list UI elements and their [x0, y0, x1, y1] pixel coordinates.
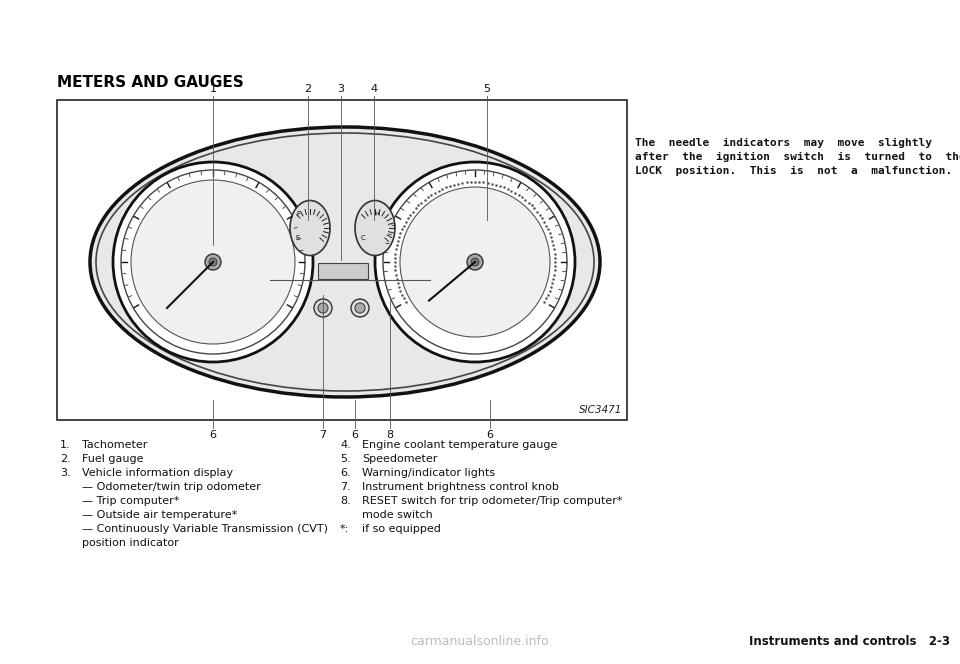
Circle shape — [131, 180, 295, 344]
Text: 8.: 8. — [340, 496, 350, 506]
Text: 4: 4 — [371, 84, 377, 94]
Circle shape — [205, 254, 221, 270]
Text: mode switch: mode switch — [362, 510, 433, 520]
Text: LOCK  position.  This  is  not  a  malfunction.: LOCK position. This is not a malfunction… — [635, 166, 952, 176]
Circle shape — [121, 170, 305, 354]
Text: 1.: 1. — [60, 440, 71, 450]
Text: — Continuously Variable Transmission (CVT): — Continuously Variable Transmission (CV… — [82, 524, 328, 534]
Text: F: F — [296, 211, 300, 217]
Ellipse shape — [355, 201, 395, 256]
Text: Warning/indicator lights: Warning/indicator lights — [362, 468, 495, 478]
Text: 6.: 6. — [340, 468, 350, 478]
Circle shape — [375, 162, 575, 362]
Text: The  needle  indicators  may  move  slightly: The needle indicators may move slightly — [635, 138, 932, 148]
Text: 7: 7 — [320, 430, 326, 440]
Text: carmanualsonline.info: carmanualsonline.info — [411, 635, 549, 648]
Text: *:: *: — [340, 524, 349, 534]
Text: after  the  ignition  switch  is  turned  to  the: after the ignition switch is turned to t… — [635, 152, 960, 162]
Text: 6: 6 — [487, 430, 493, 440]
Circle shape — [113, 162, 313, 362]
Text: 3.: 3. — [60, 468, 71, 478]
Circle shape — [400, 187, 550, 337]
Text: METERS AND GAUGES: METERS AND GAUGES — [57, 75, 244, 90]
Text: SIC3471: SIC3471 — [579, 405, 622, 415]
Text: 6: 6 — [351, 430, 358, 440]
Text: 3: 3 — [338, 84, 345, 94]
Ellipse shape — [96, 133, 594, 391]
Text: 5.: 5. — [340, 454, 350, 464]
Text: — Outside air temperature*: — Outside air temperature* — [82, 510, 237, 520]
Text: 5: 5 — [484, 84, 491, 94]
Ellipse shape — [90, 127, 600, 397]
Text: position indicator: position indicator — [82, 538, 179, 548]
Text: H: H — [374, 211, 379, 217]
Text: 2: 2 — [304, 84, 312, 94]
Text: Instruments and controls   2-3: Instruments and controls 2-3 — [749, 635, 950, 648]
Circle shape — [351, 299, 369, 317]
Text: — Trip computer*: — Trip computer* — [82, 496, 180, 506]
Text: Instrument brightness control knob: Instrument brightness control knob — [362, 482, 559, 492]
Text: 4.: 4. — [340, 440, 350, 450]
Circle shape — [383, 170, 567, 354]
Circle shape — [209, 258, 217, 266]
Text: RESET switch for trip odometer/Trip computer*: RESET switch for trip odometer/Trip comp… — [362, 496, 622, 506]
Bar — [318, 263, 368, 279]
Text: 8: 8 — [387, 430, 394, 440]
Ellipse shape — [290, 201, 330, 256]
Circle shape — [471, 258, 479, 266]
Text: 6: 6 — [209, 430, 217, 440]
Text: Vehicle information display: Vehicle information display — [82, 468, 233, 478]
Bar — [57, 100, 627, 420]
Text: — Odometer/twin trip odometer: — Odometer/twin trip odometer — [82, 482, 261, 492]
Text: 1: 1 — [209, 84, 217, 94]
Circle shape — [355, 303, 365, 313]
Text: E: E — [296, 235, 300, 241]
Text: 2.: 2. — [60, 454, 71, 464]
Text: if so equipped: if so equipped — [362, 524, 441, 534]
Text: Engine coolant temperature gauge: Engine coolant temperature gauge — [362, 440, 558, 450]
Text: Tachometer: Tachometer — [82, 440, 148, 450]
Text: 7.: 7. — [340, 482, 350, 492]
Circle shape — [467, 254, 483, 270]
Circle shape — [314, 299, 332, 317]
Circle shape — [318, 303, 328, 313]
Text: Speedometer: Speedometer — [362, 454, 438, 464]
Text: C: C — [361, 235, 366, 241]
Text: Fuel gauge: Fuel gauge — [82, 454, 143, 464]
